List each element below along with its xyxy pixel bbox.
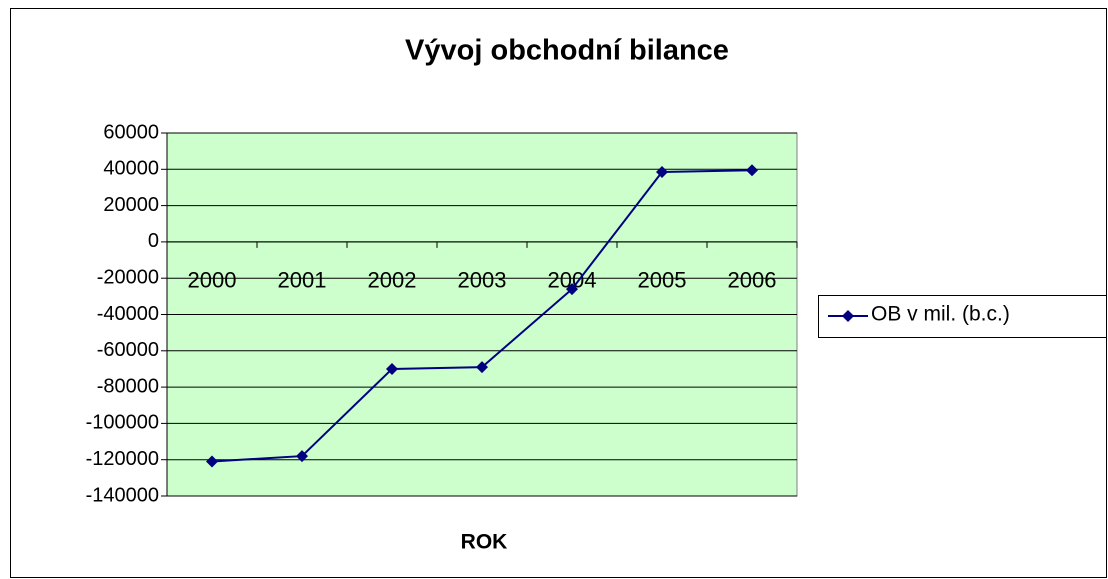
y-tick-label: 60000: [103, 121, 159, 143]
x-tick-label: 2003: [458, 268, 507, 293]
x-axis-label: ROK: [461, 531, 508, 554]
legend-label: OB v mil. (b.c.): [871, 303, 1010, 326]
y-tick-label: 20000: [103, 194, 159, 216]
legend-marker: [842, 310, 854, 322]
data-point: [476, 361, 488, 374]
x-tick-label: 2006: [728, 268, 777, 293]
x-tick-label: 2001: [278, 268, 327, 293]
data-point: [386, 362, 398, 375]
x-tick-label: 2005: [638, 268, 687, 293]
y-tick-label: -100000: [86, 412, 159, 434]
x-tick-label: 2000: [188, 268, 237, 293]
y-tick-label: -120000: [86, 448, 159, 470]
y-tick-label: 0: [148, 230, 159, 252]
y-tick-label: -60000: [97, 339, 159, 361]
y-tick-label: 40000: [103, 158, 159, 180]
y-tick-label: -40000: [97, 303, 159, 325]
data-point: [566, 283, 578, 296]
x-tick-label: 2002: [368, 268, 417, 293]
y-tick-label: -80000: [97, 375, 159, 397]
data-point: [296, 450, 308, 463]
chart-title: Vývoj obchodní bilance: [405, 35, 729, 67]
data-point: [656, 166, 668, 179]
y-tick-label: -140000: [86, 484, 159, 506]
data-point: [206, 455, 218, 468]
y-tick-label: -20000: [97, 266, 159, 288]
data-point: [746, 164, 758, 177]
